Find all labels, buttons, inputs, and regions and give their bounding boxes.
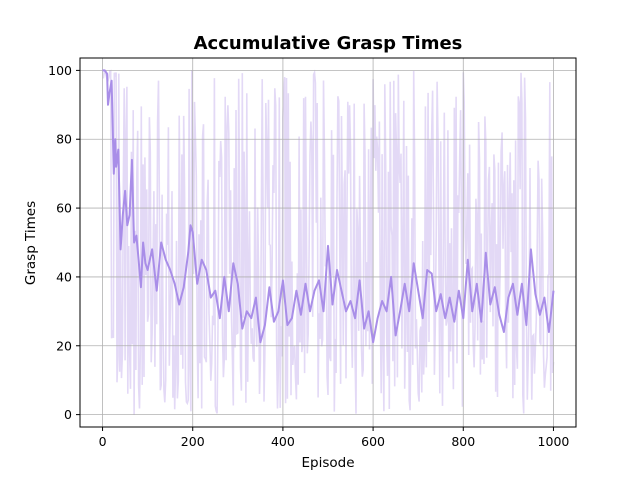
y-tick-label: 60: [56, 201, 72, 216]
x-tick-label: 800: [451, 434, 475, 449]
y-tick-label: 80: [56, 132, 72, 147]
y-tick-label: 20: [56, 338, 72, 353]
y-axis: 0 20 40 60 80 100: [48, 63, 80, 422]
x-tick-label: 400: [271, 434, 295, 449]
x-axis-label: Episode: [301, 455, 354, 471]
x-tick-label: 0: [99, 434, 107, 449]
x-axis: 0 200 400 600 800 1000: [99, 427, 570, 449]
smoothed-series-line: [102, 69, 555, 344]
x-tick-label: 200: [181, 434, 205, 449]
chart-title: Accumulative Grasp Times: [194, 33, 463, 54]
y-tick-label: 100: [48, 63, 72, 78]
y-tick-label: 40: [56, 269, 72, 284]
raw-series-line: [102, 69, 555, 415]
y-tick-label: 0: [64, 407, 72, 422]
x-tick-label: 1000: [538, 434, 570, 449]
raw-series-layer: [102, 69, 555, 415]
x-tick-label: 600: [361, 434, 385, 449]
y-axis-label: Grasp Times: [23, 201, 39, 285]
plot-frame: [79, 57, 577, 428]
